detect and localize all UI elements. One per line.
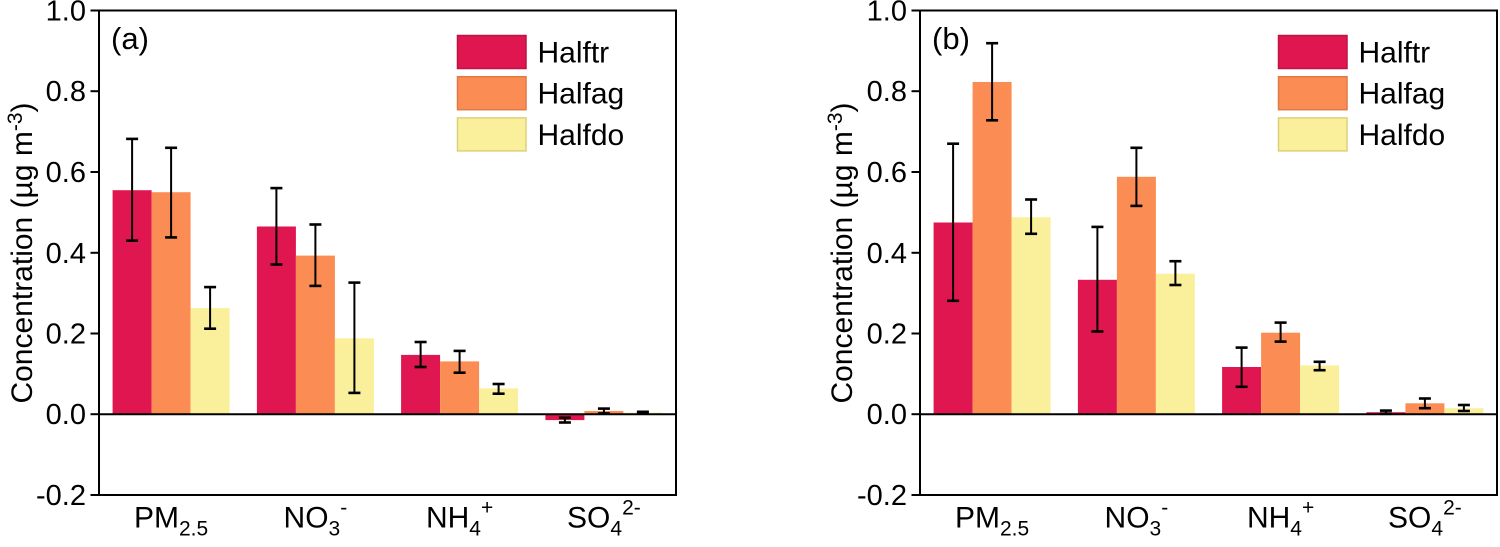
- svg-text:(a): (a): [111, 21, 149, 56]
- svg-text:0.6: 0.6: [46, 157, 86, 189]
- svg-text:Halfdo: Halfdo: [538, 119, 625, 152]
- svg-text:0.0: 0.0: [46, 399, 86, 431]
- svg-text:PM2.5: PM2.5: [134, 502, 208, 541]
- svg-text:0.0: 0.0: [867, 399, 907, 431]
- svg-text:0.8: 0.8: [46, 76, 86, 108]
- svg-text:0.4: 0.4: [867, 238, 907, 270]
- svg-text:SO42-: SO42-: [567, 497, 641, 541]
- svg-text:NO3-: NO3-: [1105, 497, 1169, 541]
- svg-text:SO42-: SO42-: [1388, 497, 1462, 541]
- svg-text:Halfag: Halfag: [538, 78, 625, 111]
- svg-text:NH4+: NH4+: [1247, 497, 1314, 541]
- svg-text:Halfag: Halfag: [1359, 78, 1446, 111]
- svg-text:0.6: 0.6: [867, 157, 907, 189]
- svg-text:0.2: 0.2: [46, 319, 86, 351]
- svg-text:Halftr: Halftr: [1359, 37, 1431, 70]
- svg-text:Halfdo: Halfdo: [1359, 119, 1446, 152]
- svg-text:-0.2: -0.2: [36, 480, 86, 512]
- svg-text:0.2: 0.2: [867, 319, 907, 351]
- svg-text:0.8: 0.8: [867, 76, 907, 108]
- svg-text:(b): (b): [932, 21, 970, 56]
- svg-text:1.0: 1.0: [867, 0, 907, 28]
- svg-text:Concentration (µg m-3): Concentration (µg m-3): [4, 102, 39, 403]
- svg-text:1.0: 1.0: [46, 0, 86, 28]
- svg-text:PM2.5: PM2.5: [955, 502, 1029, 541]
- svg-text:Halftr: Halftr: [538, 37, 610, 70]
- svg-text:NH4+: NH4+: [426, 497, 493, 541]
- svg-text:0.4: 0.4: [46, 238, 86, 270]
- svg-text:Concentration (µg m-3): Concentration (µg m-3): [824, 102, 859, 403]
- svg-text:-0.2: -0.2: [857, 480, 907, 512]
- svg-text:NO3-: NO3-: [284, 497, 348, 541]
